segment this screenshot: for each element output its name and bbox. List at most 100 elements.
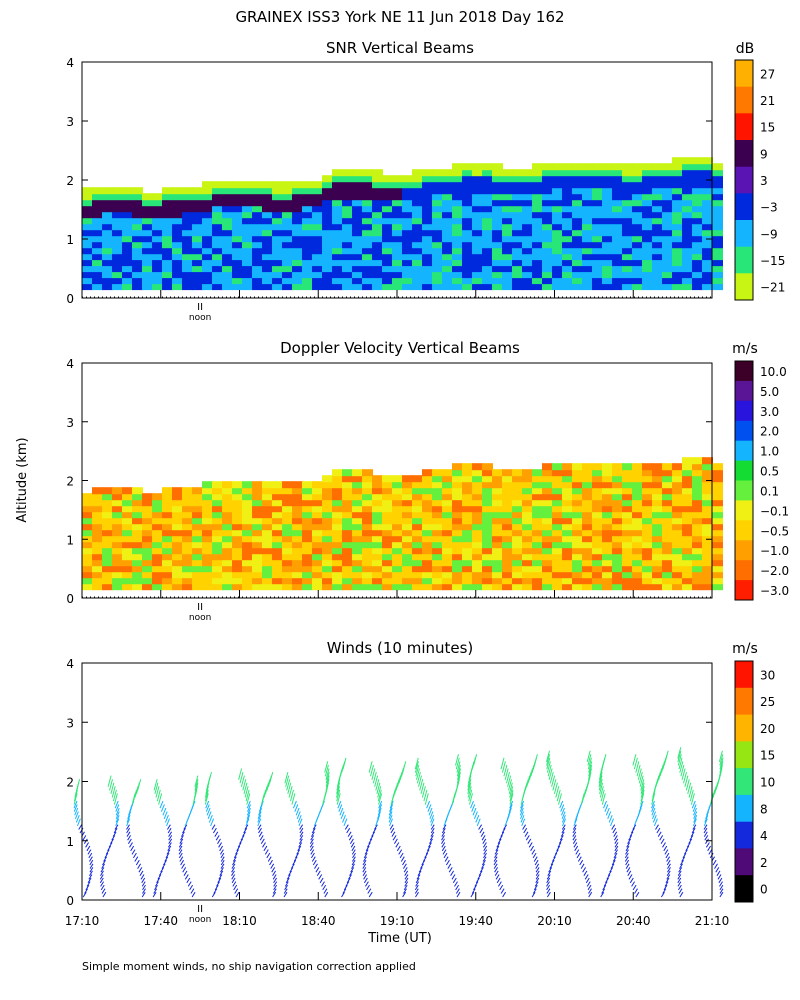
wind-barb (294, 804, 299, 812)
heatmap-cell (352, 271, 363, 279)
wind-barb (640, 786, 645, 798)
wind-barb (417, 870, 422, 876)
colorbar-swatch (735, 220, 753, 248)
heatmap-cell (112, 559, 123, 567)
heatmap-cell (182, 199, 193, 207)
heatmap-cell (602, 181, 613, 189)
heatmap-cell (652, 187, 663, 195)
heatmap-cell (172, 199, 183, 207)
heatmap-cell (262, 247, 273, 255)
wind-barb (287, 782, 292, 795)
heatmap-cell (622, 481, 633, 489)
wind-barb (430, 818, 435, 827)
wind-barb (497, 838, 502, 844)
noon-label: noon (189, 915, 211, 925)
heatmap-cell (172, 499, 183, 507)
heatmap-cell (152, 565, 163, 573)
heatmap-cell (522, 199, 533, 207)
colorbar-swatch (735, 500, 753, 521)
heatmap-cell (492, 523, 503, 531)
colorbar-tick-label: −15 (760, 254, 785, 268)
heatmap-cell (482, 163, 493, 171)
heatmap-cell (402, 277, 413, 285)
heatmap-cell (92, 493, 103, 501)
wind-barb (425, 849, 430, 855)
heatmap-cell (662, 163, 673, 171)
wind-barb (520, 815, 525, 823)
heatmap-cell (152, 499, 163, 507)
heatmap-cell (302, 553, 313, 561)
heatmap-cell (572, 247, 583, 255)
heatmap-cell (692, 241, 703, 249)
heatmap-cell (142, 553, 153, 561)
wind-barb (217, 838, 221, 844)
heatmap-cell (572, 511, 583, 519)
heatmap-cell (182, 541, 193, 549)
wind-barb (534, 859, 539, 866)
wind-barb (663, 884, 668, 891)
heatmap-cell (102, 265, 113, 273)
heatmap-cell (192, 187, 203, 195)
heatmap-cell (102, 547, 113, 555)
wind-barb (231, 874, 236, 880)
heatmap-cell (142, 571, 153, 579)
heatmap-cell (122, 271, 133, 279)
heatmap-cell (252, 187, 263, 195)
heatmap-cell (382, 259, 393, 267)
heatmap-cell (612, 247, 623, 255)
heatmap-cell (102, 193, 113, 201)
wind-barb (267, 856, 272, 862)
wind-barb (473, 884, 477, 891)
heatmap-cell (462, 169, 473, 177)
wind-barb (378, 793, 383, 805)
heatmap-cell (702, 271, 713, 279)
heatmap-cell (152, 571, 163, 579)
heatmap-cell (712, 559, 723, 567)
heatmap-cell (602, 469, 613, 477)
heatmap-cell (602, 559, 613, 567)
heatmap-cell (552, 469, 563, 477)
heatmap-cell (382, 583, 393, 591)
heatmap-cell (132, 277, 143, 285)
heatmap-cell (532, 499, 543, 507)
heatmap-cell (92, 223, 103, 231)
heatmap-cell (402, 265, 413, 273)
heatmap-cell (442, 493, 453, 501)
heatmap-cell (452, 481, 463, 489)
heatmap-cell (622, 187, 633, 195)
wind-barb (556, 845, 561, 852)
heatmap-cell (362, 481, 373, 489)
wind-barb (285, 877, 290, 884)
heatmap-cell (592, 223, 603, 231)
heatmap-cell (522, 175, 533, 183)
heatmap-cell (182, 223, 193, 231)
heatmap-cell (192, 199, 203, 207)
heatmap-cell (582, 223, 593, 231)
heatmap-cell (412, 241, 423, 249)
heatmap-cell (662, 553, 673, 561)
heatmap-cell (282, 199, 293, 207)
heatmap-cell (122, 205, 133, 213)
heatmap-cell (202, 583, 213, 591)
heatmap-cell (492, 235, 503, 243)
wind-barb (338, 804, 343, 812)
heatmap-cell (572, 163, 583, 171)
heatmap-cell (372, 205, 383, 213)
heatmap-cell (552, 481, 563, 489)
heatmap-cell (582, 523, 593, 531)
heatmap-cell (212, 277, 223, 285)
wind-barb (104, 852, 109, 859)
wind-barb (508, 779, 512, 791)
heatmap-cell (302, 193, 313, 201)
heatmap-cell (562, 193, 573, 201)
heatmap-cell (182, 559, 193, 567)
wind-barb (322, 884, 327, 891)
heatmap-cell (492, 241, 503, 249)
heatmap-cell (372, 217, 383, 225)
heatmap-cell (582, 529, 593, 537)
heatmap-cell (702, 211, 713, 219)
wind-barb (168, 831, 173, 837)
heatmap-cell (142, 541, 153, 549)
heatmap-cell (652, 565, 663, 573)
heatmap-cell (372, 253, 383, 261)
